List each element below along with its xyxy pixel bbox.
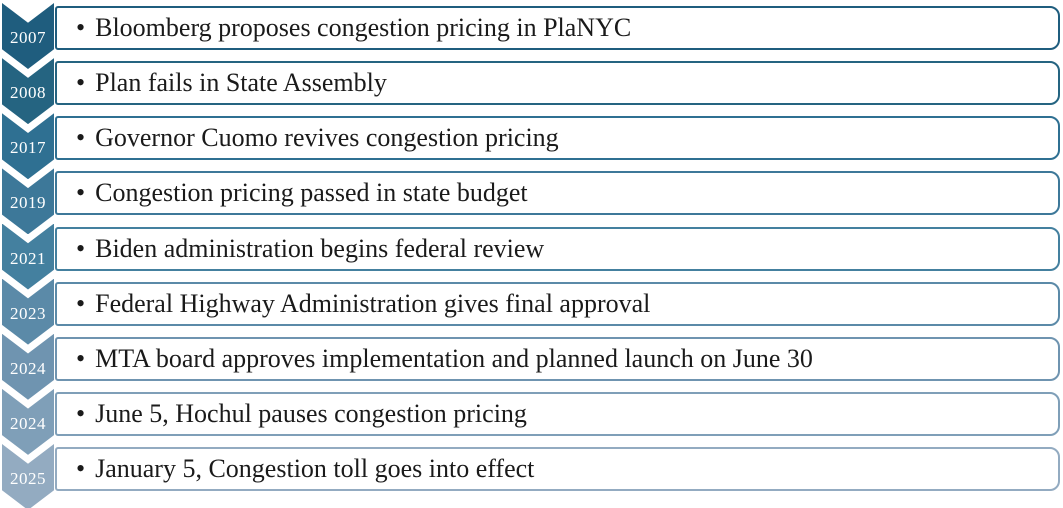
year-label: 2021 — [10, 248, 46, 268]
event-box: • January 5, Congestion toll goes into e… — [55, 447, 1060, 491]
year-label: 2019 — [10, 193, 46, 213]
bullet-icon: • — [76, 343, 86, 373]
bullet-icon: • — [76, 288, 86, 318]
event-text: January 5, Congestion toll goes into eff… — [95, 454, 535, 483]
event-text: June 5, Hochul pauses congestion pricing — [95, 398, 527, 428]
event-box: • Federal Highway Administration gives f… — [55, 281, 1060, 326]
bullet-icon: • — [76, 178, 86, 208]
event-box: • Bloomberg proposes congestion pricing … — [55, 6, 1060, 50]
year-label: 2023 — [10, 303, 46, 323]
event-text: Federal Highway Administration gives fin… — [95, 288, 651, 318]
bullet-icon: • — [76, 233, 86, 263]
event-text: Bloomberg proposes congestion pricing in… — [95, 13, 632, 42]
event-box: • Plan fails in State Assembly — [55, 61, 1060, 106]
year-label: 2017 — [10, 138, 46, 158]
event-box: • Governor Cuomo revives congestion pric… — [55, 116, 1060, 161]
event-text: Congestion pricing passed in state budge… — [95, 178, 528, 208]
year-label: 2025 — [10, 469, 46, 488]
bullet-icon: • — [76, 454, 86, 483]
event-box: • Congestion pricing passed in state bud… — [55, 171, 1060, 216]
event-text: Plan fails in State Assembly — [95, 68, 387, 98]
event-text: Governor Cuomo revives congestion pricin… — [95, 123, 559, 153]
year-label: 2008 — [10, 83, 46, 103]
bullet-icon: • — [76, 68, 86, 98]
bullet-icon: • — [76, 123, 86, 153]
event-box: • MTA board approves implementation and … — [55, 336, 1060, 381]
bullet-icon: • — [76, 13, 86, 42]
chevron-down-year-marker: 2007 — [2, 3, 54, 69]
event-box: • Biden administration begins federal re… — [55, 226, 1060, 271]
year-label: 2024 — [10, 358, 46, 378]
event-text: Biden administration begins federal revi… — [95, 233, 545, 263]
event-text: MTA board approves implementation and pl… — [95, 343, 813, 373]
year-label: 2024 — [10, 413, 46, 433]
event-box: • June 5, Hochul pauses congestion prici… — [55, 391, 1060, 436]
bullet-icon: • — [76, 398, 86, 428]
year-label: 2007 — [10, 28, 46, 47]
